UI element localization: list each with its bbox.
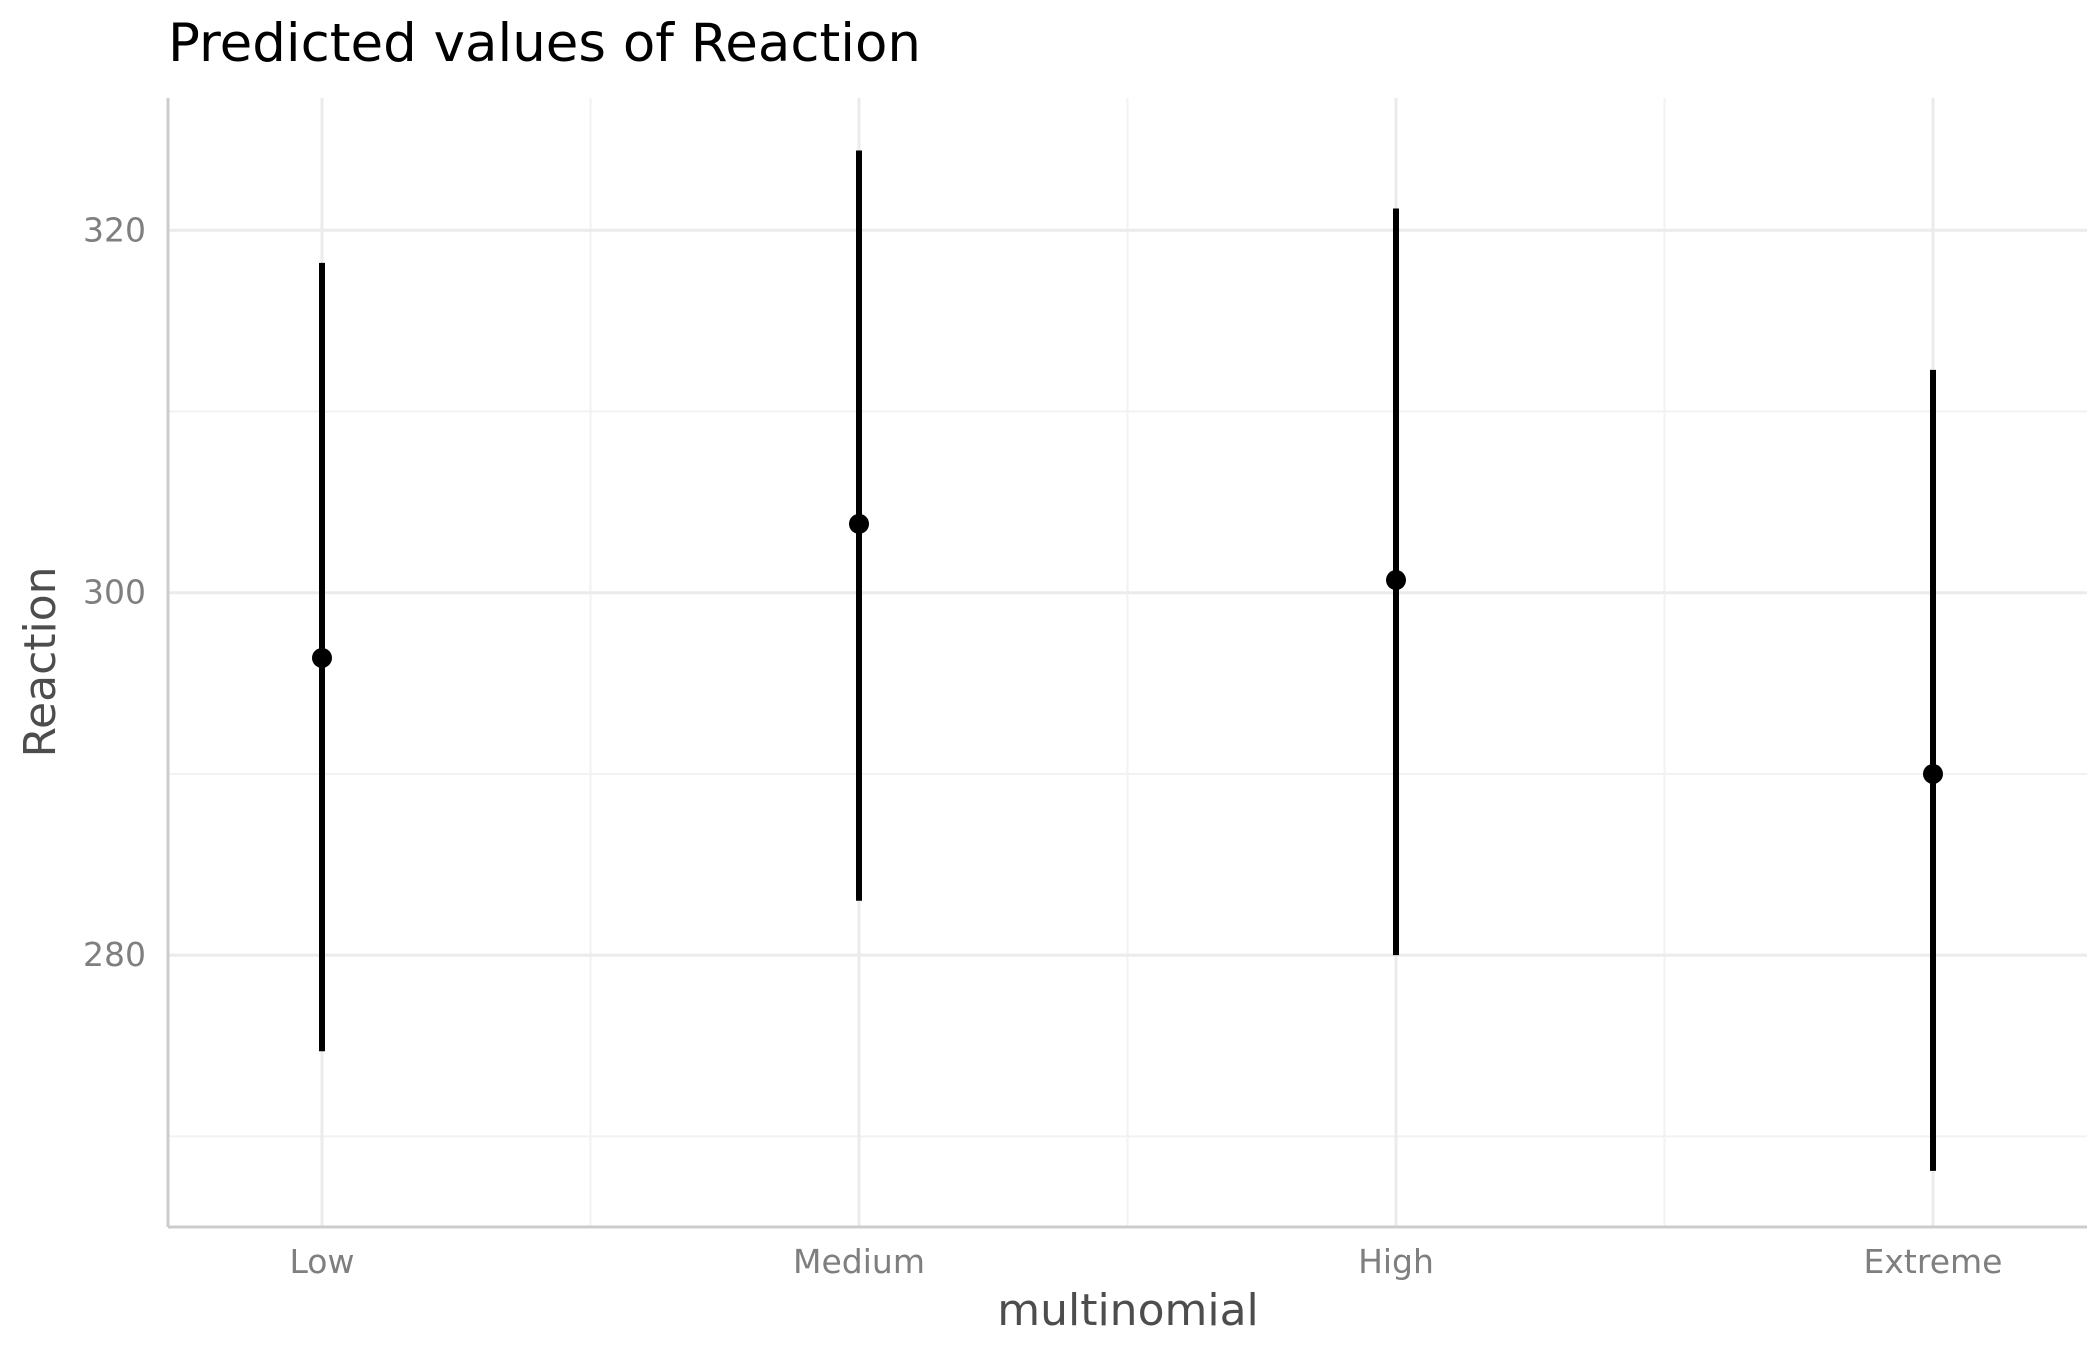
data-point <box>312 647 332 668</box>
data-point <box>849 513 869 534</box>
axis-layer <box>166 98 2087 1229</box>
data-point <box>1923 763 1943 784</box>
x-tick-label: Low <box>290 1242 355 1281</box>
data-point <box>1386 570 1406 591</box>
y-tick-label: 280 <box>83 935 146 974</box>
x-tick-label: Medium <box>793 1242 925 1281</box>
x-axis-title: multinomial <box>997 1285 1259 1336</box>
mark-layer <box>312 150 1943 1171</box>
y-axis-title: Reaction <box>15 566 66 757</box>
x-tick-label: High <box>1358 1242 1434 1281</box>
y-tick-label: 300 <box>83 573 146 612</box>
chart-title: Predicted values of Reaction <box>168 13 921 74</box>
y-tick-label: 320 <box>83 210 146 249</box>
grid-layer <box>168 98 2087 1227</box>
label-layer: 280 300 320 Low Medium High Extreme <box>83 210 2002 1281</box>
x-tick-label: Extreme <box>1864 1242 2003 1281</box>
